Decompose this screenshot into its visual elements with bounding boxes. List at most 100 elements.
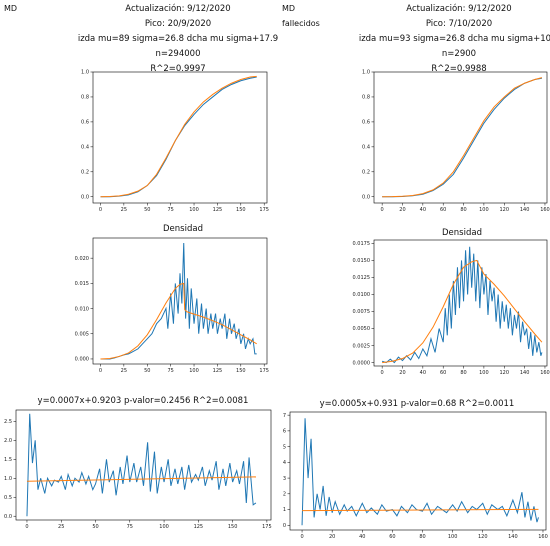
- density-left-frame: [92, 237, 268, 365]
- density-left-ytick-label: 0.020: [75, 256, 89, 262]
- regression-left-xtick-label: 100: [159, 524, 169, 530]
- density-right-xtick-label: 140: [520, 370, 530, 376]
- density-right-ytick-label: 0.0000: [353, 360, 371, 366]
- regression-right-xtick-label: 160: [538, 534, 548, 540]
- cdf-right-frame: [373, 71, 548, 204]
- cdf-left-ytick-label: 1.0: [81, 70, 89, 76]
- density-right-xtick-label: 160: [540, 370, 550, 376]
- density-left-xtick-label: 125: [213, 368, 223, 374]
- regression-left-ytick-label: 2.0: [4, 438, 12, 444]
- cdf-left-xtick-label: 100: [189, 207, 199, 213]
- peak-date-right: Pico: 7/10/2020: [425, 19, 493, 29]
- cdf-right-ytick-label: 0.6: [362, 120, 370, 126]
- density-left-xtick-label: 150: [236, 368, 246, 374]
- regression-right-xtick-label: 80: [419, 534, 425, 540]
- regression-right-xtick-label: 60: [389, 534, 395, 540]
- regression-right-ytick-label: 4: [283, 460, 286, 466]
- cdf-left-xtick-label: 25: [121, 207, 127, 213]
- regression-left-xtick-label: 150: [228, 524, 238, 530]
- cdf-left-xtick-label: 50: [144, 207, 150, 213]
- density-right-ytick-label: 0.0100: [353, 292, 371, 298]
- density-right-xtick-label: 60: [440, 370, 446, 376]
- regression-right-xtick-label: 20: [329, 534, 335, 540]
- density-left-xtick-label: 175: [259, 368, 269, 374]
- cdf-right-xtick-label: 80: [460, 207, 466, 213]
- regression-left-ytick-label: 1.0: [4, 476, 12, 482]
- regression-left-ytick-label: 0.5: [4, 495, 12, 501]
- density-title-right: Densidad: [442, 228, 482, 238]
- cdf-left-ytick-label: 0.2: [81, 170, 89, 176]
- cdf-left-ytick-label: 0.4: [81, 145, 89, 151]
- cdf-right-ytick-label: 0.4: [362, 145, 370, 151]
- regression-left-xtick-label: 125: [194, 524, 204, 530]
- regression-left-xtick-label: 75: [127, 524, 133, 530]
- regression-left-xtick-label: 175: [262, 524, 272, 530]
- regression-right-fitted-line: [302, 508, 539, 512]
- region-label-right: MD: [282, 4, 296, 13]
- cdf-left-fitted-line: [100, 75, 257, 198]
- density-right-ytick-label: 0.0150: [353, 258, 371, 264]
- cdf-right-xtick-label: 20: [399, 207, 405, 213]
- regression-left-frame: [15, 409, 272, 521]
- cdf-right-ytick-label: 0.2: [362, 170, 370, 176]
- params-left: izda mu=89 sigma=26.8 dcha mu sigma+17.9: [77, 34, 279, 44]
- regression-right-xtick-label: 0: [300, 534, 303, 540]
- peak-date-left: Pico: 20/9/2020: [144, 19, 212, 29]
- density-right-ytick-label: 0.0075: [353, 309, 371, 315]
- density-left-ytick-label: 0.015: [75, 281, 89, 287]
- regression-right-xtick-label: 100: [448, 534, 458, 540]
- density-right-ytick-label: 0.0050: [353, 326, 371, 332]
- cdf-right-xtick-label: 40: [420, 207, 426, 213]
- density-left-xtick-label: 75: [167, 368, 173, 374]
- n-left: n=294000: [155, 49, 201, 59]
- regression-right-ytick-label: 2: [283, 492, 286, 498]
- cdf-left-ytick-label: 0.8: [81, 95, 89, 101]
- density-right-xtick-label: 20: [399, 370, 405, 376]
- density-right-xtick-label: 0: [381, 370, 384, 376]
- cdf-right-ytick-label: 0.8: [362, 95, 370, 101]
- regression-right-ytick-label: 5: [283, 444, 286, 450]
- cdf-left-xtick-label: 75: [167, 207, 173, 213]
- cdf-left-xtick-label: 175: [259, 207, 269, 213]
- regression-left-xtick-label: 25: [58, 524, 64, 530]
- regression-right-xtick-label: 120: [478, 534, 488, 540]
- update-date-left: Actualización: 9/12/2020: [125, 4, 231, 14]
- regression-title-left: y=0.0007x+0.9203 p-valor=0.2456 R^2=0.00…: [37, 396, 249, 406]
- regression-right-ytick-label: 0: [283, 523, 286, 529]
- cdf-right-xtick-label: 160: [540, 207, 550, 213]
- regression-right-xtick-label: 140: [508, 534, 518, 540]
- density-left-ytick-label: 0.005: [75, 331, 89, 337]
- cdf-right-xtick-label: 60: [440, 207, 446, 213]
- density-left-ytick-label: 0.000: [75, 357, 89, 363]
- density-left-ytick-label: 0.010: [75, 306, 89, 312]
- cdf-left-xtick-label: 150: [236, 207, 246, 213]
- cdf-right-xtick-label: 140: [520, 207, 530, 213]
- cdf-right-ytick-label: 1.0: [362, 70, 370, 76]
- r2-right: R^2=0.9988: [431, 64, 487, 74]
- cdf-left-xtick-label: 125: [213, 207, 223, 213]
- regression-left-xtick-label: 0: [25, 524, 28, 530]
- density-left-xtick-label: 0: [99, 368, 102, 374]
- cdf-right-fitted-line: [382, 77, 543, 198]
- region-label-left: MD: [4, 4, 18, 13]
- regression-right-ytick-label: 3: [283, 476, 286, 482]
- density-right-frame: [373, 239, 548, 367]
- regression-right-ytick-label: 1: [283, 507, 286, 513]
- cdf-left-xtick-label: 0: [99, 207, 102, 213]
- regression-left-ytick-label: 1.5: [4, 457, 12, 463]
- density-left-xtick-label: 100: [189, 368, 199, 374]
- density-left-xtick-label: 50: [144, 368, 150, 374]
- cdf-left-frame: [92, 71, 268, 204]
- n-right: n=2900: [441, 49, 477, 59]
- density-right-ytick-label: 0.0125: [353, 275, 371, 281]
- density-left-observed-line: [100, 243, 257, 360]
- regression-right-xtick-label: 40: [359, 534, 365, 540]
- density-left-fitted-line: [100, 282, 257, 360]
- regression-right-ytick-label: 6: [283, 429, 286, 435]
- cdf-left-ytick-label: 0.6: [81, 120, 89, 126]
